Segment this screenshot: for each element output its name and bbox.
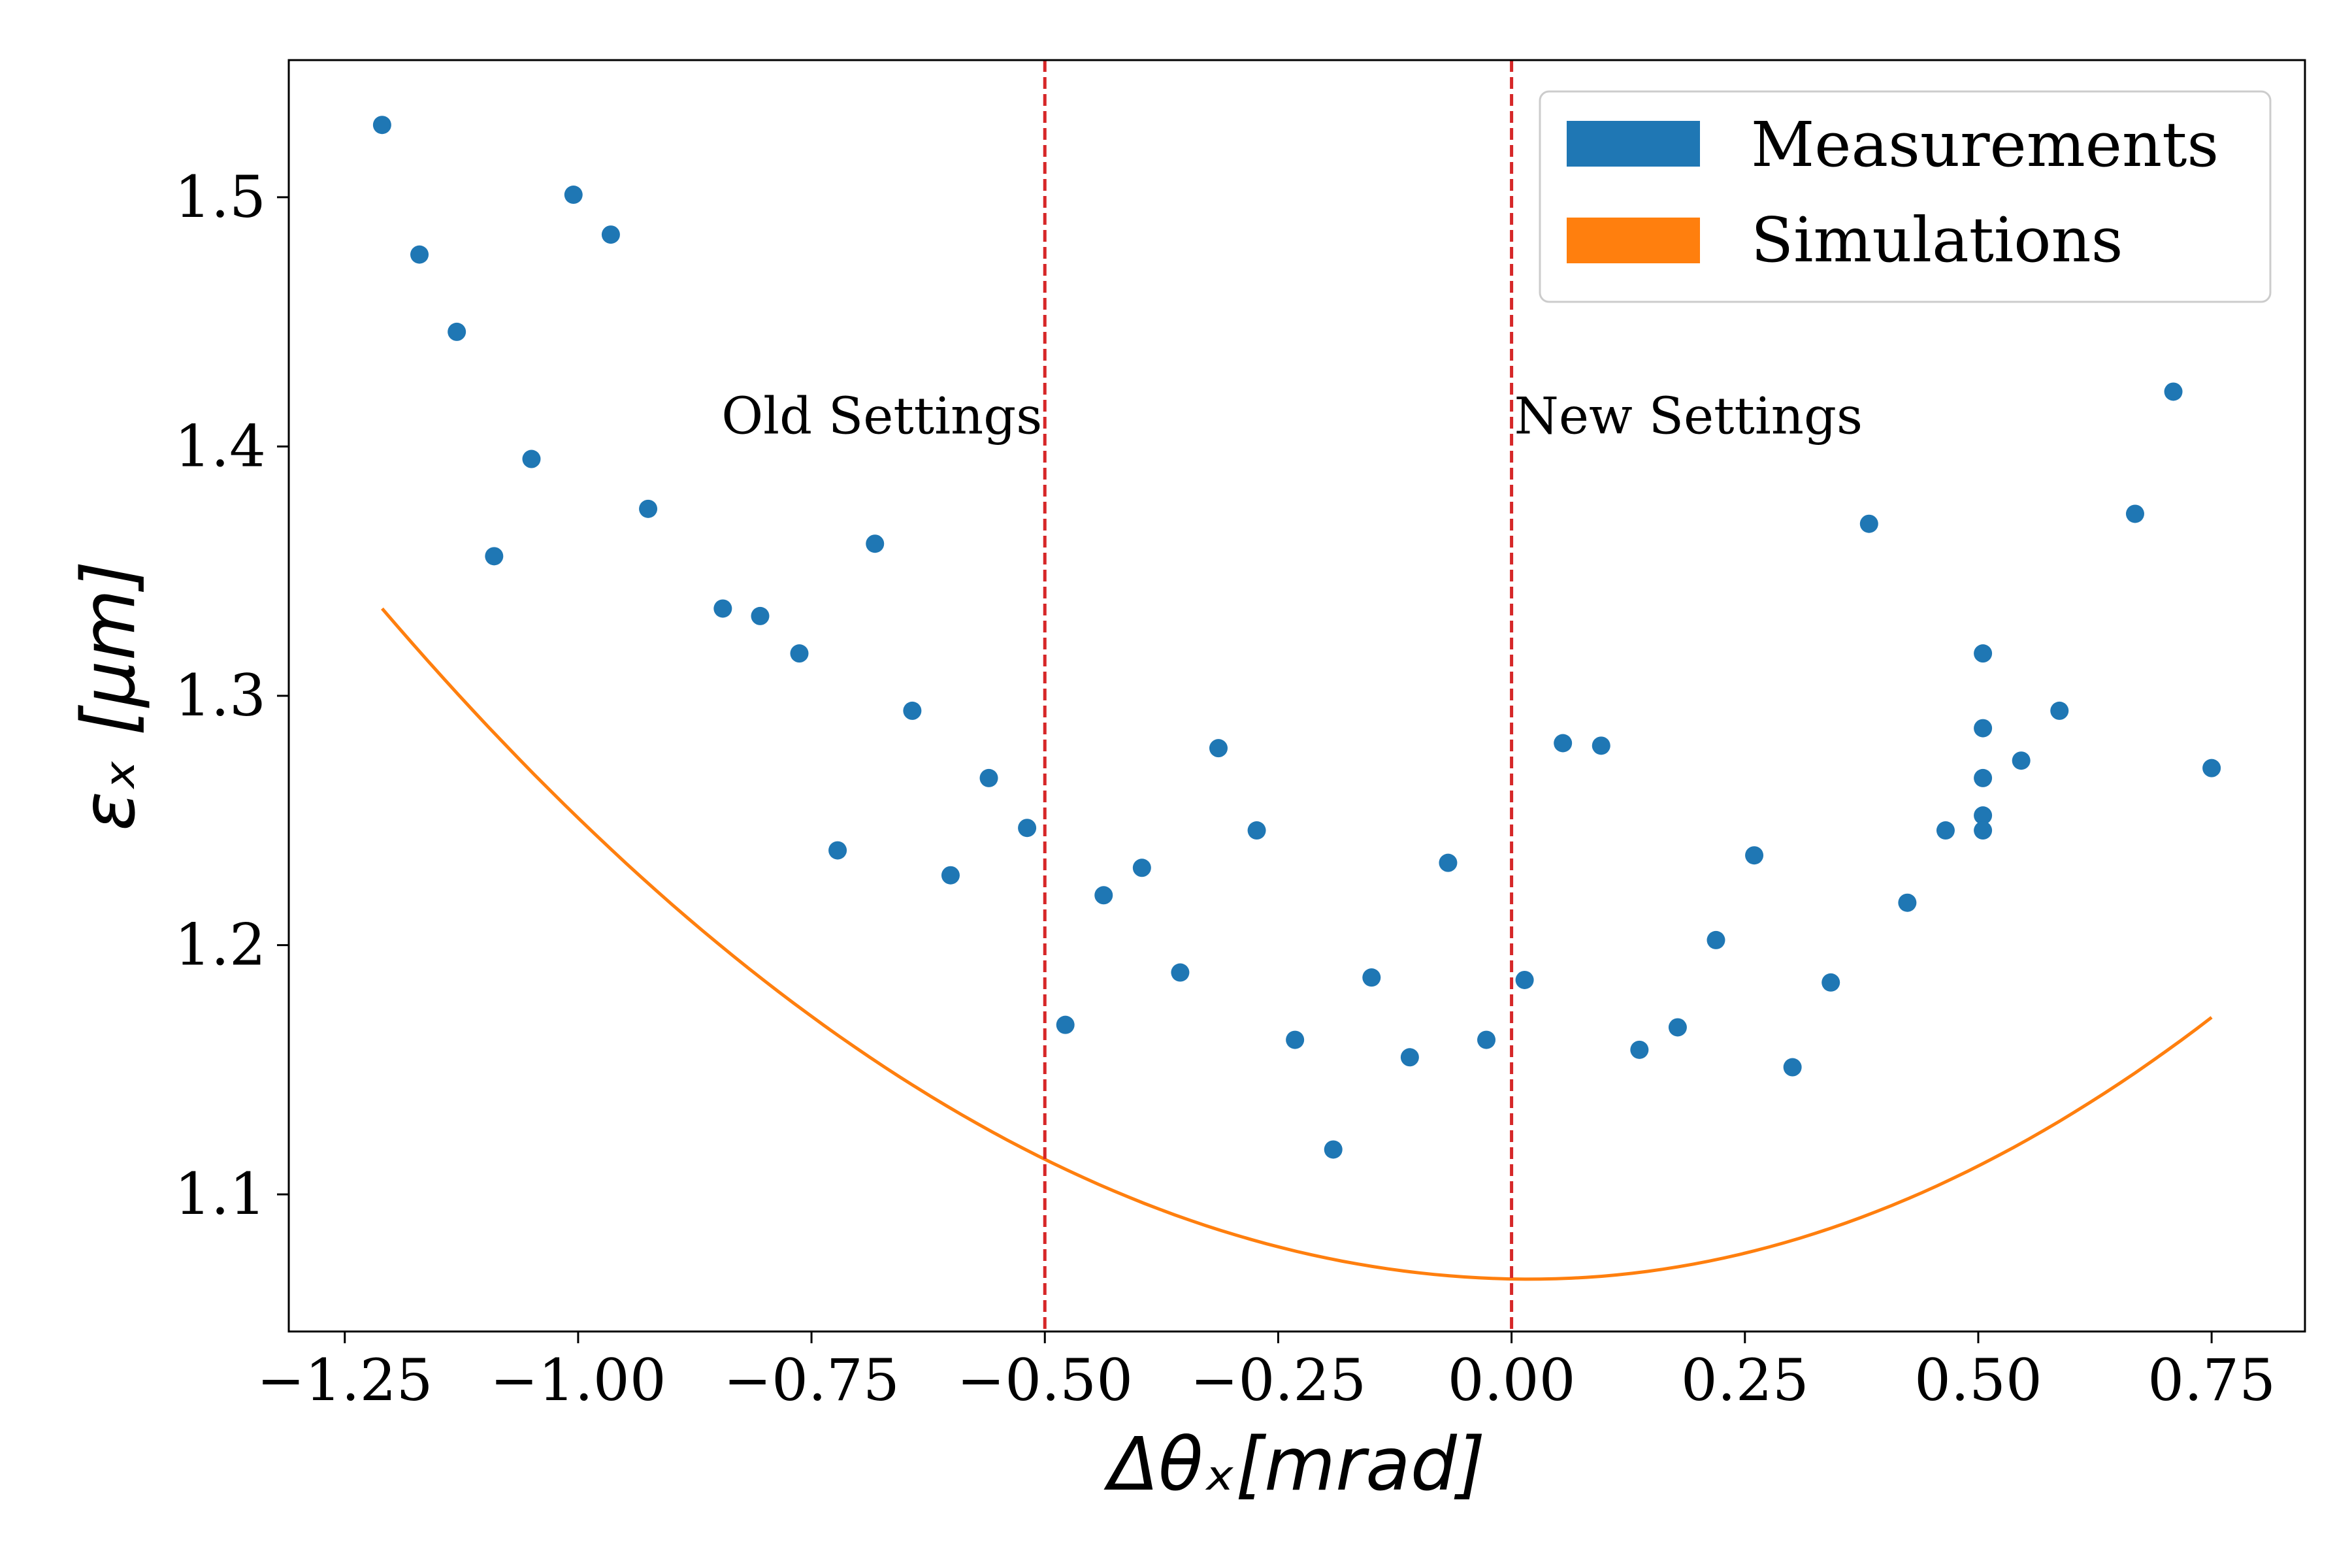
x-tick-label: −1.25 (257, 1347, 433, 1414)
measurement-point (1515, 970, 1534, 989)
measurement-point (1974, 719, 1993, 738)
measurement-point (790, 644, 809, 663)
legend-box (1539, 90, 2272, 303)
measurement-point (1477, 1030, 1496, 1049)
measurement-point (1171, 963, 1190, 982)
annotation-old-settings: Old Settings (721, 387, 1042, 446)
measurement-point (1324, 1140, 1343, 1159)
plot-frame (287, 59, 2306, 1333)
x-tick-label: 0.25 (1681, 1347, 1809, 1414)
y-tick-label: 1.3 (174, 662, 266, 729)
y-axis-label: εₓ [μm] (67, 561, 152, 831)
measurement-point (1783, 1058, 1802, 1077)
plot-area (372, 60, 2221, 1331)
measurement-point (1974, 644, 1993, 663)
x-tick-label: 0.50 (1914, 1347, 2042, 1414)
legend-label-simulations: Simulations (1751, 204, 2123, 276)
legend: Measurements Simulations (1539, 90, 2272, 303)
measurement-point (1592, 736, 1610, 755)
legend-swatch-simulations (1567, 218, 1700, 263)
legend-label-measurements: Measurements (1751, 109, 2219, 181)
measurement-point (713, 599, 732, 618)
x-tick-label: −0.75 (723, 1347, 900, 1414)
measurement-point (410, 245, 429, 264)
measurement-point (2202, 759, 2221, 777)
measurement-point (564, 186, 583, 204)
measurement-point (903, 701, 922, 720)
measurement-point (1707, 930, 1725, 949)
measurement-point (1974, 768, 1993, 787)
x-tick-label: −0.50 (956, 1347, 1133, 1414)
annotations: Old Settings New Settings (721, 387, 1863, 446)
measurement-point (1209, 739, 1228, 758)
measurement-point (1286, 1030, 1305, 1049)
measurement-point (639, 499, 658, 518)
x-tick-label: 0.00 (1448, 1347, 1576, 1414)
legend-swatch-measurements (1567, 121, 1700, 167)
measurement-point (1554, 734, 1573, 753)
measurement-point (1439, 853, 1458, 872)
measurement-point (2164, 382, 2183, 401)
x-tick-label: −1.00 (490, 1347, 666, 1414)
y-tick-label: 1.4 (174, 412, 266, 480)
measurement-point (2050, 701, 2069, 720)
measurement-point (448, 322, 466, 341)
measurement-point (1018, 819, 1037, 838)
measurement-point (866, 534, 885, 553)
x-axis-label: Δθₓ[mrad] (1103, 1422, 1485, 1507)
measurement-point (1132, 858, 1151, 877)
measurement-point (1630, 1040, 1649, 1059)
x-tick-label: 0.75 (2148, 1347, 2276, 1414)
measurement-point (1247, 821, 1266, 840)
measurement-point (1974, 821, 1993, 840)
measurement-point (522, 449, 541, 468)
y-tick-label: 1.1 (174, 1160, 266, 1228)
measurement-point (601, 225, 620, 244)
simulation-line (381, 607, 2213, 1281)
measurement-point (1821, 973, 1840, 992)
y-tick-label: 1.2 (174, 911, 266, 979)
measurement-point (1056, 1015, 1075, 1034)
measurement-point (1936, 821, 1955, 840)
measurement-point (941, 866, 960, 885)
measurement-point (1094, 886, 1113, 905)
y-tick-label: 1.5 (174, 163, 266, 231)
measurement-point (485, 547, 504, 566)
annotation-new-settings: New Settings (1514, 387, 1863, 446)
measurement-point (1859, 514, 1878, 533)
measurement-point (2012, 751, 2031, 770)
measurement-point (1362, 968, 1381, 987)
measurement-point (1400, 1048, 1419, 1067)
x-tick-label: −0.25 (1190, 1347, 1367, 1414)
axis-ticks: −1.25 −1.00 −0.75 −0.50 −0.25 0.00 0.25 0.50 0.7… (174, 163, 2276, 1414)
measurement-point (1974, 806, 1993, 825)
measurement-point (828, 841, 847, 860)
measurement-point (1898, 893, 1917, 912)
measurement-point (979, 768, 998, 787)
measurement-point (2125, 504, 2144, 523)
measurement-point (1668, 1018, 1687, 1037)
measurement-point (751, 606, 770, 625)
measurement-point (372, 116, 391, 135)
measurement-point (1745, 846, 1764, 865)
